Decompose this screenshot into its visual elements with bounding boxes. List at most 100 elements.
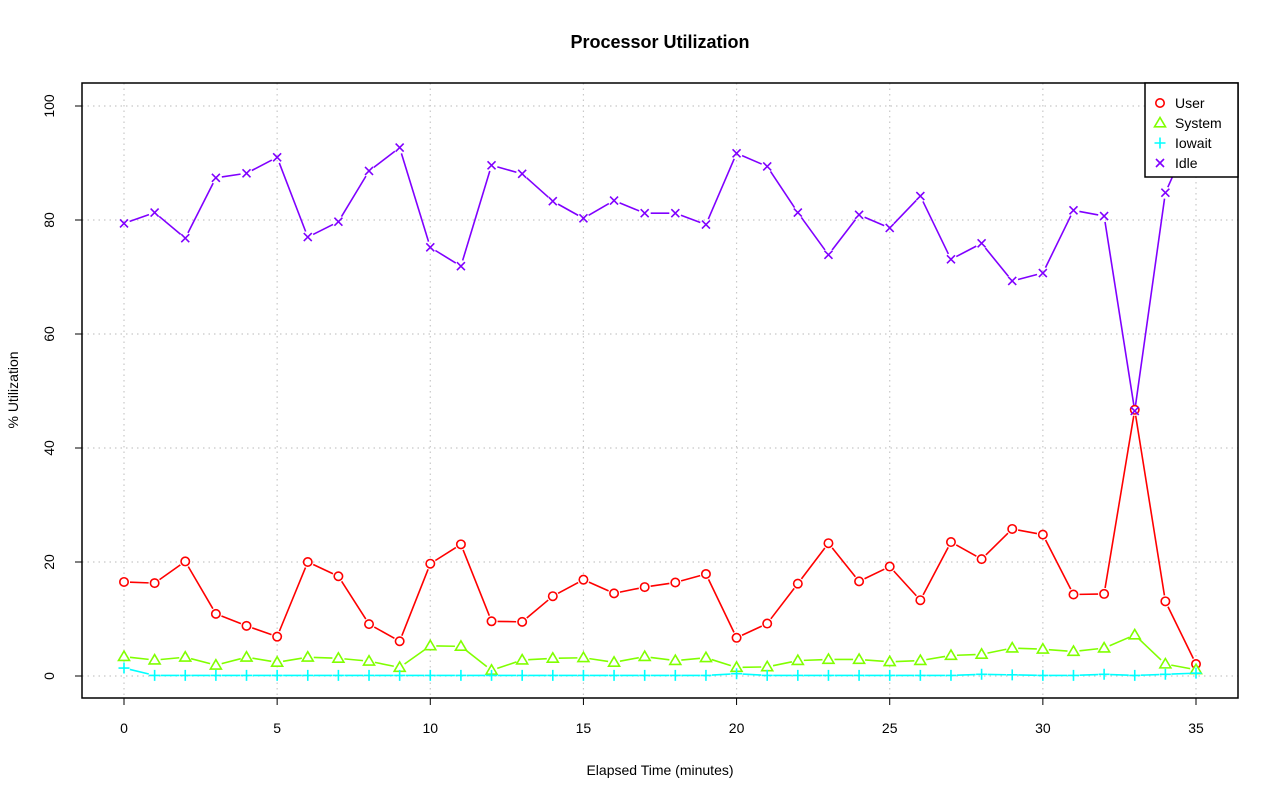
series-iowait-point — [578, 670, 589, 681]
series-system-point — [241, 652, 252, 661]
series-iowait-segment — [1110, 675, 1129, 676]
series-system-point — [425, 640, 436, 649]
series-system-segment — [957, 655, 976, 656]
series-idle-segment — [742, 156, 762, 164]
series-user-point — [855, 577, 863, 585]
series-user-segment — [527, 600, 548, 618]
series-user-segment — [435, 548, 455, 561]
series-system-segment — [222, 659, 241, 664]
series-idle-point — [855, 211, 863, 219]
series-user-point — [916, 596, 924, 604]
series-iowait-point — [241, 670, 252, 681]
series-idle-point — [794, 209, 802, 217]
series-system-segment — [620, 658, 639, 662]
series-user-point — [640, 583, 648, 591]
series-user-point — [886, 562, 894, 570]
series-user-segment — [342, 581, 366, 619]
series-system-point — [1037, 644, 1048, 653]
series-iowait-point — [915, 670, 926, 681]
y-tick-label: 100 — [41, 94, 57, 118]
series-iowait-point — [976, 669, 987, 680]
series-user-segment — [742, 626, 762, 635]
series-iowait-point — [700, 670, 711, 681]
series-idle-point — [518, 170, 526, 178]
series-system-segment — [1018, 648, 1037, 649]
series-iowait-point — [425, 670, 436, 681]
x-tick-label: 15 — [576, 720, 592, 736]
series-system-segment — [1079, 649, 1098, 651]
series-idle-segment — [865, 217, 885, 225]
series-idle-segment — [1045, 216, 1070, 268]
series-user-segment — [651, 583, 670, 586]
series-idle-segment — [463, 171, 490, 260]
series-system-point — [149, 655, 160, 664]
series-system-point — [1007, 643, 1018, 652]
series-idle-segment — [985, 248, 1008, 276]
series-idle-point — [549, 197, 557, 205]
series-user-point — [579, 575, 587, 583]
series-system-segment — [1049, 650, 1068, 651]
series-iowait-point — [762, 670, 773, 681]
series-system-segment — [130, 657, 149, 659]
series-system-segment — [1110, 637, 1130, 645]
series-user-point — [794, 579, 802, 587]
series-system-point — [854, 654, 865, 663]
series-system-segment — [405, 649, 426, 664]
series-system-point — [272, 657, 283, 666]
series-system-segment — [252, 658, 271, 661]
series-iowait-point — [1099, 669, 1110, 680]
series-iowait-point — [1160, 669, 1171, 680]
series-user-segment — [709, 579, 734, 632]
series-user-point — [1069, 590, 1077, 598]
x-tick-label: 30 — [1035, 720, 1051, 736]
series-idle-segment — [620, 203, 640, 211]
legend-system-label: System — [1175, 115, 1222, 131]
series-system-segment — [681, 658, 700, 660]
series-idle-segment — [708, 159, 734, 219]
series-idle-point — [610, 197, 618, 205]
series-idle-point — [396, 144, 404, 152]
series-user-segment — [771, 588, 794, 618]
series-system-point — [670, 655, 681, 664]
series-idle-segment — [832, 220, 855, 250]
series-user-segment — [160, 565, 181, 580]
series-user-segment — [188, 567, 213, 609]
series-user-segment — [130, 582, 149, 583]
legend-iowait-label: Iowait — [1175, 135, 1212, 151]
y-tick-label: 0 — [41, 672, 57, 680]
series-system-point — [364, 656, 375, 665]
series-system-point — [915, 655, 926, 664]
series-idle-segment — [923, 201, 948, 253]
series-user-segment — [620, 588, 639, 592]
series-idle-segment — [313, 224, 333, 234]
plot-frame — [82, 83, 1238, 698]
legend-user-label: User — [1175, 95, 1205, 111]
series-idle-segment — [558, 204, 578, 215]
series-user-segment — [923, 547, 948, 595]
series-idle-segment — [435, 250, 455, 263]
series-idle-segment — [801, 217, 825, 249]
series-user-segment — [558, 583, 578, 594]
series-user-segment — [1136, 416, 1165, 596]
series-system-point — [394, 662, 405, 671]
x-axis-title: Elapsed Time (minutes) — [586, 762, 733, 778]
series-idle-point — [426, 243, 434, 251]
series-idle-segment — [279, 163, 305, 232]
series-system-point — [700, 652, 711, 661]
series-system-point — [609, 657, 620, 666]
series-idle-segment — [401, 153, 428, 241]
series-user-point — [242, 622, 250, 630]
series-iowait-segment — [957, 675, 976, 676]
series-user-segment — [279, 568, 305, 632]
series-idle-point — [181, 234, 189, 242]
series-idle-segment — [589, 204, 609, 216]
series-system-segment — [191, 659, 210, 664]
series-system-segment — [375, 662, 394, 666]
series-system-point — [547, 653, 558, 662]
series-user-point — [1100, 590, 1108, 598]
series-user-point — [1008, 525, 1016, 533]
series-idle-point — [1161, 189, 1169, 197]
series-user-segment — [313, 565, 333, 574]
